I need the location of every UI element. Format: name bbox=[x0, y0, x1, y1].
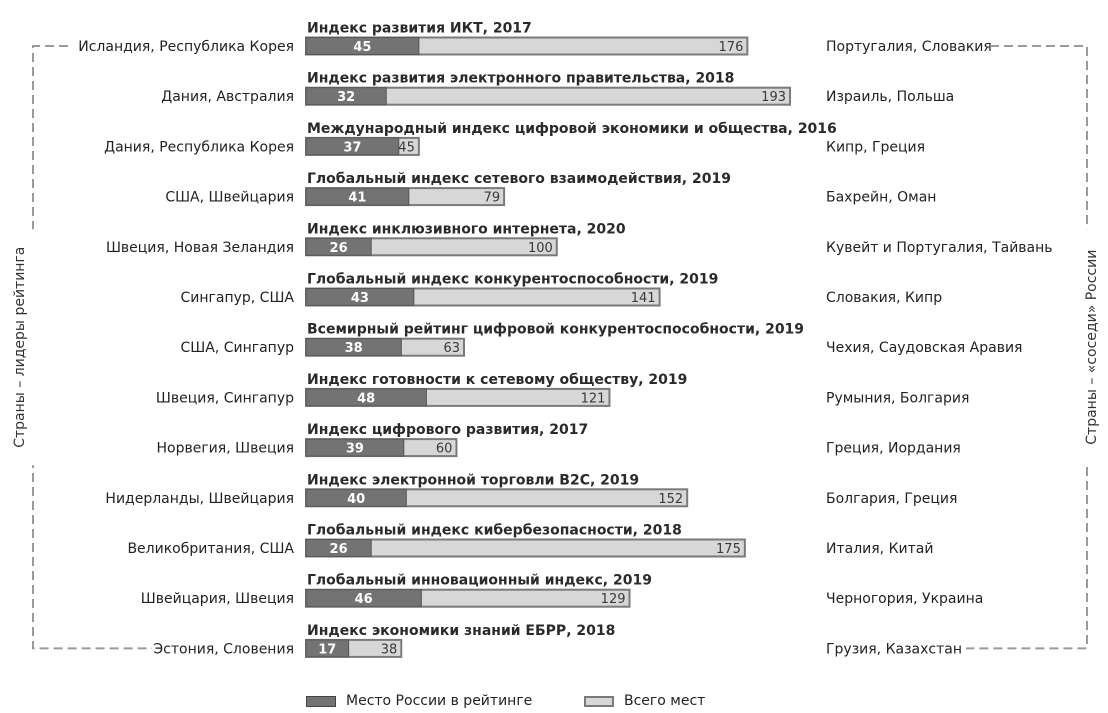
russia-rank-bar bbox=[305, 438, 405, 457]
russia-rank-label: 37 bbox=[343, 140, 361, 155]
russia-rank-bar bbox=[305, 639, 350, 658]
neighbor-countries: Чехия, Саудовская Аравия bbox=[826, 340, 1022, 356]
right-axis-label: Страны – «соседи» России bbox=[1084, 250, 1100, 445]
leader-countries: Швеция, Сингапур bbox=[156, 390, 294, 406]
index-title: Индекс электронной торговли B2C, 2019 bbox=[307, 472, 639, 488]
russia-rank-label: 39 bbox=[346, 442, 364, 457]
index-title: Индекс инклюзивного интернета, 2020 bbox=[307, 221, 626, 237]
index-title: Индекс развития электронного правительст… bbox=[307, 71, 734, 87]
index-title: Индекс цифрового развития, 2017 bbox=[307, 422, 588, 438]
legend-russia: Место России в рейтинге bbox=[306, 692, 532, 710]
left-bracket-gap bbox=[24, 229, 42, 466]
russia-rank-bar bbox=[305, 137, 400, 156]
neighbor-countries: Черногория, Украина bbox=[826, 591, 983, 607]
leader-countries: Сингапур, США bbox=[180, 290, 294, 306]
total-places-bar bbox=[305, 538, 746, 558]
leader-countries: Дания, Австралия bbox=[161, 89, 294, 105]
index-title: Всемирный рейтинг цифровой конкурентоспо… bbox=[307, 322, 804, 338]
russia-rank-label: 26 bbox=[330, 542, 348, 557]
russia-rank-bar bbox=[305, 237, 372, 256]
leader-countries: Норвегия, Швеция bbox=[156, 441, 294, 457]
left-axis-label: Страны – лидеры рейтинга bbox=[12, 247, 28, 448]
leader-countries: США, Сингапур bbox=[180, 340, 294, 356]
russia-rank-bar bbox=[305, 388, 427, 407]
left-bracket bbox=[32, 45, 152, 650]
neighbor-countries: Португалия, Словакия bbox=[826, 39, 992, 55]
neighbor-countries: Кувейт и Португалия, Тайвань bbox=[826, 240, 1053, 256]
leader-countries: Швеция, Новая Зеландия bbox=[106, 240, 294, 256]
russia-rank-label: 26 bbox=[330, 241, 348, 256]
total-places-label: 100 bbox=[528, 241, 553, 256]
neighbor-countries: Грузия, Казахстан bbox=[826, 641, 962, 657]
total-places-label: 60 bbox=[436, 442, 453, 457]
index-title: Индекс развития ИКТ, 2017 bbox=[307, 21, 532, 37]
russia-rank-label: 45 bbox=[353, 40, 371, 55]
russia-rank-label: 46 bbox=[355, 592, 373, 607]
russia-rank-bar bbox=[305, 338, 402, 357]
total-places-label: 45 bbox=[398, 140, 415, 155]
neighbor-countries: Бахрейн, Оман bbox=[826, 190, 936, 206]
index-title: Глобальный индекс конкурентоспособности,… bbox=[307, 272, 718, 288]
index-title: Индекс экономики знаний ЕБРР, 2018 bbox=[307, 623, 615, 639]
index-title: Индекс готовности к сетевому обществу, 2… bbox=[307, 372, 687, 388]
legend-swatch-russia bbox=[306, 695, 336, 707]
neighbor-countries: Болгария, Греция bbox=[826, 491, 957, 507]
neighbor-countries: Италия, Китай bbox=[826, 541, 933, 557]
russia-rank-bar bbox=[305, 288, 415, 306]
russia-rank-label: 40 bbox=[347, 492, 365, 507]
leader-countries: Исландия, Республика Корея bbox=[78, 39, 294, 55]
right-bracket-gap bbox=[1078, 229, 1096, 466]
russia-rank-label: 32 bbox=[337, 90, 355, 105]
total-places-label: 129 bbox=[601, 592, 626, 607]
russia-rank-label: 38 bbox=[345, 341, 363, 356]
total-places-label: 121 bbox=[581, 391, 606, 406]
index-title: Глобальный индекс сетевого взаимодействи… bbox=[307, 171, 731, 187]
russia-rank-label: 48 bbox=[357, 391, 375, 406]
russia-rank-bar bbox=[305, 589, 422, 608]
legend-label-russia: Место России в рейтинге bbox=[346, 693, 533, 709]
russia-rank-bar bbox=[305, 539, 372, 557]
leader-countries: Швейцария, Швеция bbox=[141, 591, 294, 607]
index-title: Международный индекс цифровой экономики … bbox=[307, 121, 837, 137]
total-places-label: 141 bbox=[631, 291, 656, 306]
russia-rank-bar bbox=[305, 37, 420, 55]
neighbor-countries: Израиль, Польша bbox=[826, 89, 954, 105]
neighbor-countries: Словакия, Кипр bbox=[826, 290, 942, 306]
russia-rank-label: 43 bbox=[351, 291, 369, 306]
index-title: Глобальный инновационный индекс, 2019 bbox=[307, 573, 652, 589]
total-places-label: 193 bbox=[761, 90, 786, 105]
legend-total: Всего мест bbox=[584, 692, 705, 710]
neighbor-countries: Румыния, Болгария bbox=[826, 390, 969, 406]
russia-rank-bar bbox=[305, 187, 410, 206]
russia-rank-label: 17 bbox=[318, 642, 336, 657]
leader-countries: Нидерланды, Швейцария bbox=[105, 491, 294, 507]
neighbor-countries: Греция, Иордания bbox=[826, 441, 961, 457]
legend-label-total: Всего мест bbox=[624, 693, 706, 709]
total-places-label: 79 bbox=[484, 191, 501, 206]
legend-swatch-total bbox=[584, 695, 614, 707]
russia-rank-bar bbox=[305, 488, 407, 507]
leader-countries: Дания, Республика Корея bbox=[104, 139, 294, 155]
leader-countries: Великобритания, США bbox=[127, 541, 294, 557]
total-places-label: 152 bbox=[658, 492, 683, 507]
total-places-label: 176 bbox=[719, 40, 744, 55]
neighbor-countries: Кипр, Греция bbox=[826, 139, 925, 155]
leader-countries: США, Швейцария bbox=[165, 190, 294, 206]
leader-countries: Эстония, Словения bbox=[153, 641, 294, 657]
russia-rank-bar bbox=[305, 87, 387, 106]
index-title: Глобальный индекс кибербезопасности, 201… bbox=[307, 523, 682, 539]
total-places-label: 63 bbox=[443, 341, 460, 356]
total-places-label: 38 bbox=[381, 642, 398, 657]
russia-rank-label: 41 bbox=[348, 191, 366, 206]
total-places-label: 175 bbox=[716, 542, 741, 557]
